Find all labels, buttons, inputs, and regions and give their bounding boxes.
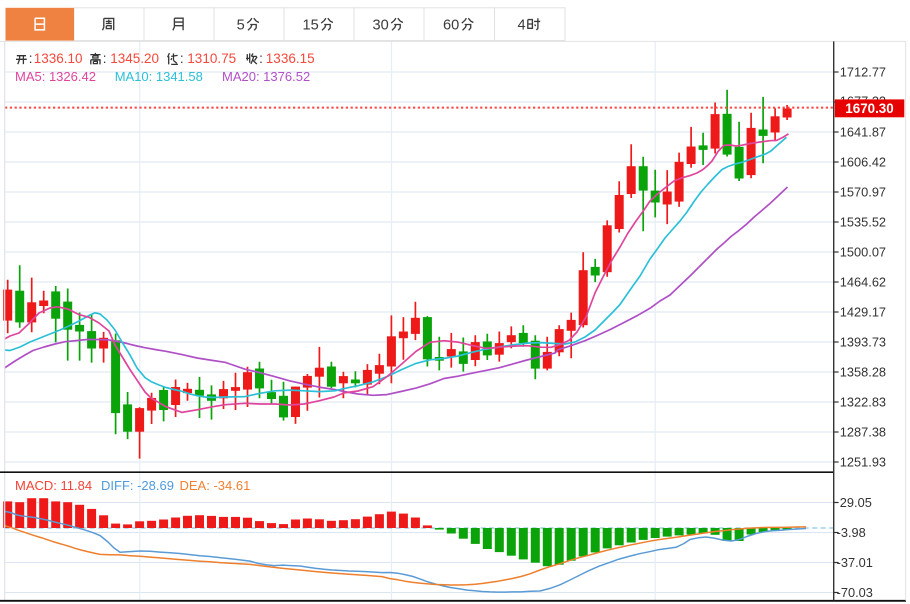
svg-text:1393.73: 1393.73 [840,334,886,349]
svg-text:MA20: 1376.52: MA20: 1376.52 [222,69,310,84]
svg-text:-70.03: -70.03 [837,585,873,600]
svg-text:5: 5 [237,18,245,34]
svg-text:1464.62: 1464.62 [840,274,886,289]
svg-text:1606.42: 1606.42 [840,154,886,169]
svg-text:4: 4 [518,18,526,34]
svg-text:1345.20: 1345.20 [110,51,159,66]
svg-text:1310.75: 1310.75 [187,51,236,66]
svg-text:DIFF: -28.69: DIFF: -28.69 [101,478,174,493]
svg-text:-37.01: -37.01 [837,555,873,570]
svg-text::: : [29,51,33,66]
svg-text:-3.98: -3.98 [837,525,866,540]
svg-text:15: 15 [303,18,319,34]
svg-text:DEA: -34.61: DEA: -34.61 [180,478,251,493]
svg-text:1358.28: 1358.28 [840,364,886,379]
svg-text:30: 30 [373,18,389,34]
svg-text::: : [259,51,263,66]
svg-text:29.05: 29.05 [840,495,872,510]
svg-text:1322.83: 1322.83 [840,394,886,409]
svg-text:1500.07: 1500.07 [840,244,886,259]
svg-text:60: 60 [443,18,459,34]
svg-text:1535.52: 1535.52 [840,214,886,229]
svg-text::: : [180,51,184,66]
svg-text:1251.93: 1251.93 [840,454,886,469]
svg-text:1336.10: 1336.10 [34,51,83,66]
svg-text:1641.87: 1641.87 [840,124,886,139]
svg-text:MA5: 1326.42: MA5: 1326.42 [15,69,96,84]
svg-text:1287.38: 1287.38 [840,424,886,439]
svg-text:MACD: 11.84: MACD: 11.84 [15,478,92,493]
svg-text:1429.17: 1429.17 [840,304,886,319]
svg-text::: : [103,51,107,66]
svg-text:1570.97: 1570.97 [840,184,886,199]
svg-text:1336.15: 1336.15 [266,51,315,66]
svg-text:MA10: 1341.58: MA10: 1341.58 [115,69,203,84]
svg-text:1712.77: 1712.77 [840,64,886,79]
svg-text:1670.30: 1670.30 [845,101,893,116]
